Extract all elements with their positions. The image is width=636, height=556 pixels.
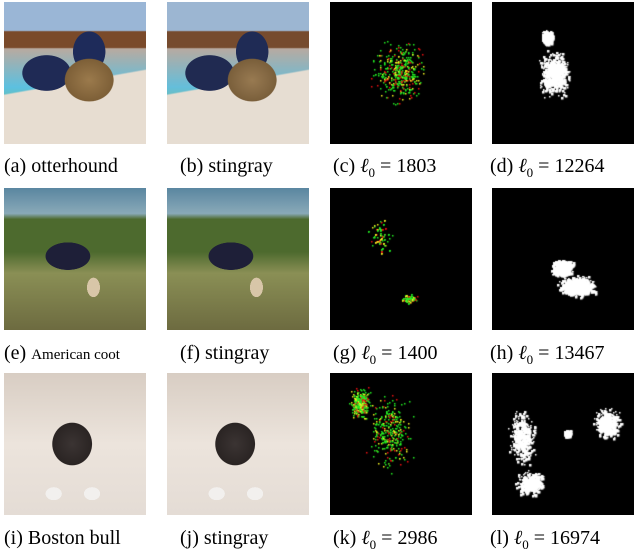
caption-f: (f) stingray [180, 342, 270, 364]
caption-b: (b) stingray [180, 155, 273, 177]
caption-e: (e) American coot [4, 342, 120, 364]
caption-j: (j) stingray [180, 527, 269, 549]
caption-k: (k) ℓ0 = 2986 [333, 527, 438, 552]
image-american-coot-adversarial [167, 188, 309, 330]
caption-a: (a) otterhound [4, 155, 118, 177]
image-otterhound-adversarial [167, 2, 309, 144]
perturbation-mask-h [492, 188, 634, 330]
perturbation-color-g [330, 188, 472, 330]
perturbation-mask-l [492, 373, 634, 515]
caption-d: (d) ℓ0 = 12264 [490, 155, 605, 180]
image-american-coot-original [4, 188, 146, 330]
perturbation-color-k [330, 373, 472, 515]
caption-l: (l) ℓ0 = 16974 [490, 527, 601, 552]
image-boston-bull-adversarial [167, 373, 309, 515]
caption-c: (c) ℓ0 = 1803 [333, 155, 437, 180]
caption-i: (i) Boston bull [4, 527, 121, 549]
perturbation-mask-d [492, 2, 634, 144]
perturbation-color-c [330, 2, 472, 144]
caption-h: (h) ℓ0 = 13467 [490, 342, 605, 367]
image-boston-bull-original [4, 373, 146, 515]
image-otterhound-original [4, 2, 146, 144]
caption-g: (g) ℓ0 = 1400 [333, 342, 438, 367]
